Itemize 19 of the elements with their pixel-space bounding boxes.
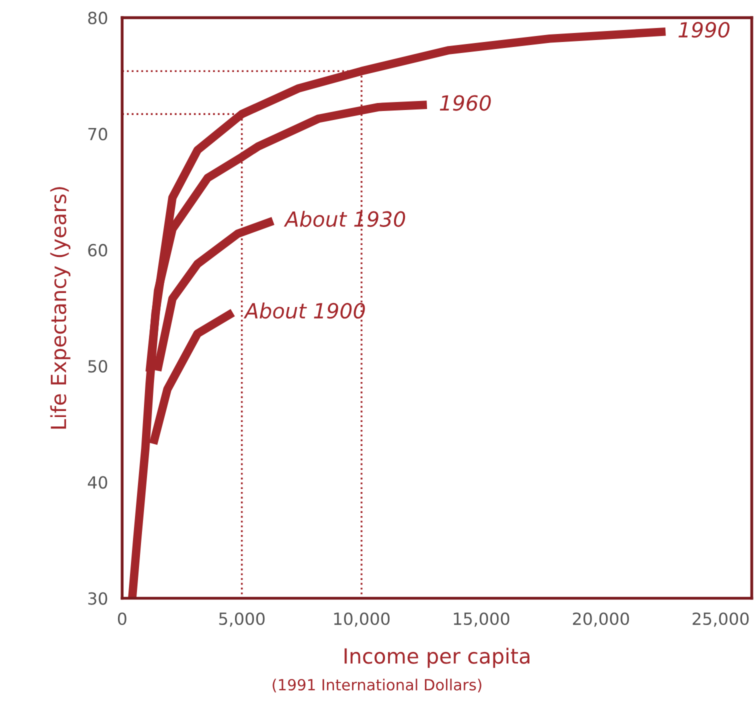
x-tick-label: 0 [118,612,126,626]
x-tick-label: 10,000 [334,612,390,627]
x-tick-label: 5,000 [219,612,265,627]
x-tick-label: 15,000 [454,612,510,627]
series-label: About 1930 [284,210,406,227]
text: (1991 International Dollars) [272,678,482,692]
y-tick-label: 60 [88,244,108,256]
y-tick-label: 40 [88,476,108,489]
x-axis-title: Income per capita [344,648,530,668]
y-axis-title: Life Expectancy (years) [50,187,70,429]
y-tick-label: 80 [88,12,108,24]
y-tick-label: 50 [88,360,108,373]
series-label: 1960 [440,95,491,111]
y-tick-label: 70 [88,128,108,140]
x-tick-label: 20,000 [572,612,629,627]
series-label: 1990 [678,22,730,38]
series-label: About 1900 [244,302,365,319]
x-tick-label: 25,000 [692,612,749,627]
y-tick-label: 30 [88,592,108,605]
